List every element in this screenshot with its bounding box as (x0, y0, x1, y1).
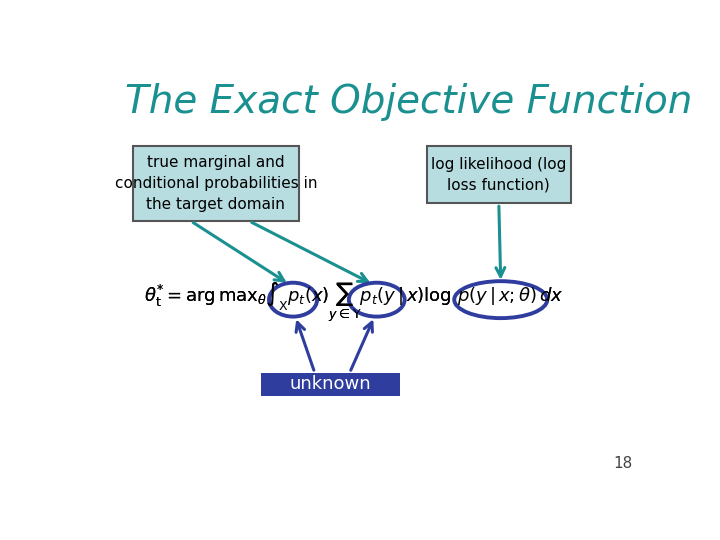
Ellipse shape (349, 283, 405, 316)
Ellipse shape (454, 281, 547, 318)
FancyBboxPatch shape (132, 146, 300, 221)
Text: 18: 18 (613, 456, 632, 470)
Text: The Exact Objective Function: The Exact Objective Function (125, 83, 692, 121)
Text: log likelihood (log
loss function): log likelihood (log loss function) (431, 157, 567, 193)
Text: $\theta_{\mathrm{t}}^{*} = \mathrm{arg\,max}_{\theta}\int_{\mathrm{X}} p_t(x) \s: $\theta_{\mathrm{t}}^{*} = \mathrm{arg\,… (144, 280, 563, 324)
Ellipse shape (269, 283, 317, 316)
FancyBboxPatch shape (261, 373, 400, 396)
FancyBboxPatch shape (427, 146, 570, 204)
Text: $\theta_{\mathrm{t}}^{*} = \mathrm{arg\,max}_{\theta}\int_{\mathrm{X}} p_t(x) \s: $\theta_{\mathrm{t}}^{*} = \mathrm{arg\,… (144, 280, 563, 324)
Text: true marginal and
conditional probabilities in
the target domain: true marginal and conditional probabilit… (114, 155, 318, 212)
Text: unknown: unknown (289, 375, 371, 393)
